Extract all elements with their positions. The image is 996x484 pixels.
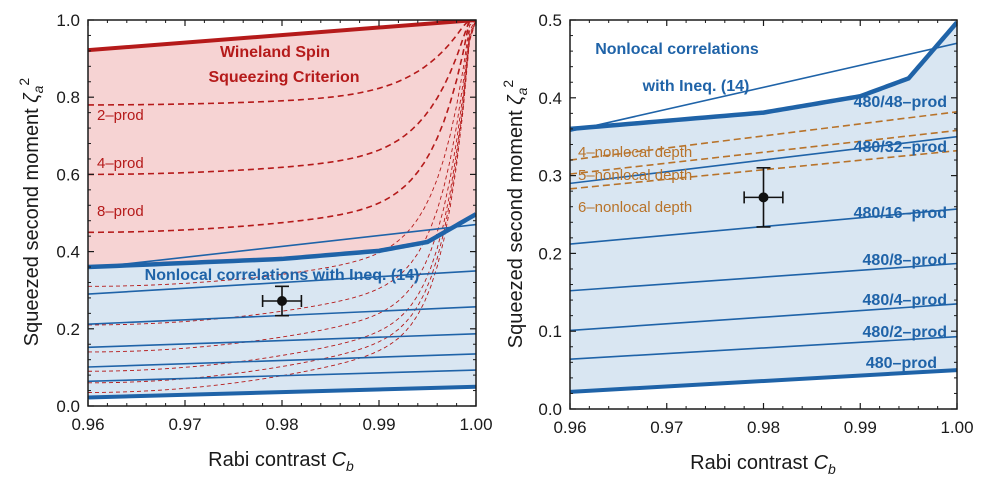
orange-nonlocal-depth-line — [570, 149, 957, 190]
left-y-axis-label: Squeezed second moment ζa2 — [16, 78, 46, 347]
left-panel: 0.96 0.97 0.98 0.99 1.00 0.0 0.2 0.4 0.6 0.8 1.0 W… — [16, 11, 493, 474]
x-tick-label: 0.99 — [844, 418, 877, 437]
data-point — [261, 285, 303, 317]
label-480-prod: 480–prod — [866, 355, 937, 372]
x-tick-label: 0.97 — [650, 418, 683, 437]
kprod-dashed-lines — [88, 20, 476, 393]
blue-kprod-line — [570, 303, 957, 332]
blue-kprod-lines — [88, 223, 476, 383]
wineland-label-line1: Wineland Spin — [220, 44, 330, 61]
label-5-nonlocal-depth: 5–nonlocal depth — [578, 167, 692, 184]
wineland-label-line2: Squeezing Criterion — [208, 69, 359, 86]
red-dashed-kprod-line — [88, 20, 476, 326]
orange-nonlocal-depth-line — [570, 129, 957, 175]
label-4-prod: 4–prod — [97, 155, 144, 172]
red-dashed-kprod-line — [88, 20, 476, 353]
y-tick-label: 0.4 — [538, 89, 562, 108]
label-480-2-prod: 480/2–prod — [863, 324, 947, 341]
x-tick-label: 0.97 — [168, 415, 201, 434]
x-tick-label: 1.00 — [459, 415, 492, 434]
red-dashed-kprod-line — [88, 20, 476, 287]
x-tick-label: 1.00 — [940, 418, 973, 437]
y-tick-label: 0.0 — [538, 400, 562, 419]
x-tick-label: 0.99 — [362, 415, 395, 434]
label-6-nonlocal-depth: 6–nonlocal depth — [578, 199, 692, 216]
y-tick-label: 0.6 — [56, 165, 80, 184]
red-dashed-kprod-line — [88, 20, 476, 384]
blue-kprod-line — [88, 369, 476, 383]
right-y-axis-label: Squeezed second moment ζa2 — [500, 80, 530, 349]
data-point — [743, 167, 784, 228]
wineland-line — [88, 20, 476, 53]
nonlocal-label-line2: with Ineq. (14) — [642, 78, 750, 95]
label-480-32-prod: 480/32–prod — [854, 139, 947, 156]
y-tick-label: 0.2 — [538, 244, 562, 263]
label-480-4-prod: 480/4–prod — [863, 292, 947, 309]
nonlocal-label-line1: Nonlocal correlations — [595, 41, 759, 58]
right-x-axis-label: Rabi contrast Cb — [690, 452, 836, 477]
orange-nonlocal-depth-line — [570, 111, 957, 161]
label-4-nonlocal-depth: 4–nonlocal depth — [578, 144, 692, 161]
left-ticks: 0.96 0.97 0.98 0.99 1.00 0.0 0.2 0.4 0.6 0.8 1.0 — [56, 11, 492, 434]
red-dashed-kprod-line — [88, 20, 476, 393]
bottom-480-prod-line — [88, 384, 476, 400]
blue-kprod-line — [570, 262, 957, 292]
nonlocal-bound-line — [88, 212, 476, 270]
blue-kprod-line — [88, 353, 476, 368]
left-x-axis-label: Rabi contrast Cb — [208, 449, 354, 474]
x-tick-label: 0.96 — [553, 418, 586, 437]
nonlocal-label: Nonlocal correlations with Ineq. (14) — [145, 267, 420, 284]
x-tick-label: 0.98 — [747, 418, 780, 437]
red-dashed-kprod-line — [88, 20, 476, 106]
blue-kprod-line — [88, 223, 476, 269]
label-480-16-prod: 480/16–prod — [854, 205, 947, 222]
wineland-region-fill — [88, 20, 476, 268]
y-tick-label: 0.0 — [56, 397, 80, 416]
y-tick-label: 0.4 — [56, 243, 80, 262]
y-tick-label: 0.1 — [538, 322, 562, 341]
blue-kprod-line — [570, 335, 957, 361]
nonlocal-bound-line — [570, 20, 957, 132]
blue-kprod-line — [88, 270, 476, 295]
y-tick-label: 0.8 — [56, 88, 80, 107]
right-panel: 0.96 0.97 0.98 0.99 1.00 0.0 0.1 0.2 0.3 0.4 0.5 N… — [500, 11, 974, 477]
label-8-prod: 8–prod — [97, 203, 144, 220]
y-tick-label: 0.3 — [538, 167, 562, 186]
label-480-48-prod: 480/48–prod — [854, 94, 947, 111]
x-tick-label: 0.96 — [71, 415, 104, 434]
red-dashed-kprod-line — [88, 20, 476, 234]
x-tick-label: 0.98 — [265, 415, 298, 434]
y-tick-label: 0.2 — [56, 320, 80, 339]
red-dashed-kprod-line — [88, 20, 476, 176]
blue-kprod-line — [88, 333, 476, 349]
label-2-prod: 2–prod — [97, 107, 144, 124]
red-dashed-kprod-line — [88, 20, 476, 372]
blue-kprod-line — [570, 135, 957, 185]
right-ticks: 0.96 0.97 0.98 0.99 1.00 0.0 0.1 0.2 0.3 0.4 0.5 — [538, 11, 973, 437]
bottom-480-prod-line — [570, 368, 957, 394]
blue-kprod-line — [570, 42, 957, 133]
nonlocal-depth-lines — [570, 111, 957, 190]
data-point-marker — [277, 296, 287, 307]
y-tick-label: 0.5 — [538, 11, 562, 30]
data-point-marker — [758, 192, 769, 203]
y-tick-label: 1.0 — [56, 11, 80, 30]
label-480-8-prod: 480/8–prod — [863, 252, 947, 269]
